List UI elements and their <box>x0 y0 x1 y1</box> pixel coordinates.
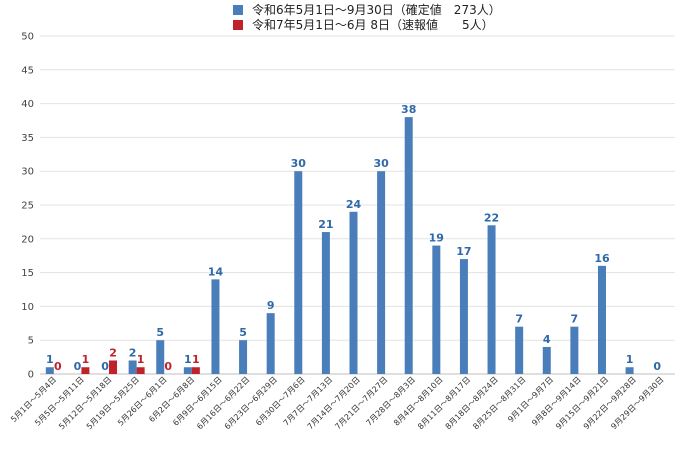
data-label: 1 <box>626 353 634 366</box>
data-label: 21 <box>318 218 333 231</box>
bar <box>570 326 579 374</box>
data-label: 2 <box>129 346 137 359</box>
bar <box>515 326 524 374</box>
legend: 令和6年5月1日～9月30日（確定値 273人） 令和7年5月1日～6月 8日（… <box>233 2 501 32</box>
bar <box>321 232 330 374</box>
x-tick-label: 6月16日～6月22日 <box>195 375 251 431</box>
x-tick-label: 9月15日～9月21日 <box>554 375 610 431</box>
x-tick-label: 9月8日～9月14日 <box>530 375 583 428</box>
y-tick-label: 5 <box>28 336 34 347</box>
x-tick-label: 8月18日～8月24日 <box>444 375 500 431</box>
y-tick-label: 45 <box>21 65 34 76</box>
data-label: 38 <box>401 103 416 116</box>
y-tick-label: 15 <box>21 268 34 279</box>
bar <box>625 367 634 374</box>
x-tick-label: 7月14日～7月20日 <box>306 375 362 431</box>
legend-swatch-2025 <box>233 20 243 30</box>
data-label: 0 <box>74 360 82 373</box>
bar <box>377 171 386 374</box>
y-tick-label: 40 <box>21 99 34 110</box>
data-label: 1 <box>184 353 192 366</box>
x-tick-label: 7月28日～8月3日 <box>364 375 417 428</box>
x-tick-label: 8月25日～8月31日 <box>471 375 527 431</box>
bar <box>294 171 303 374</box>
data-label: 2 <box>109 346 117 359</box>
x-tick-label: 6月9日～6月15日 <box>171 375 224 428</box>
bar <box>45 367 54 374</box>
bar <box>542 346 551 374</box>
data-label: 1 <box>192 353 200 366</box>
data-label: 30 <box>291 157 307 170</box>
data-label: 0 <box>164 360 172 373</box>
y-tick-label: 30 <box>21 167 34 178</box>
bar <box>136 367 145 374</box>
x-tick-label: 5月5日～5月11日 <box>33 375 86 428</box>
legend-label-2025: 令和7年5月1日～6月 8日（速報値 5人） <box>252 17 494 32</box>
bar <box>266 313 275 374</box>
bar <box>211 279 220 374</box>
legend-label-2024: 令和6年5月1日～9月30日（確定値 273人） <box>252 2 501 17</box>
bar <box>459 259 468 374</box>
x-tick-label: 7月21日～7月27日 <box>333 375 389 431</box>
x-tick-label: 5月12日～5月18日 <box>57 375 113 431</box>
data-label: 24 <box>346 198 362 211</box>
data-label: 7 <box>571 313 579 326</box>
bar <box>191 367 200 374</box>
bar <box>597 265 606 374</box>
x-tick-label: 7月7日～7月13日 <box>282 375 335 428</box>
bar <box>81 367 90 374</box>
legend-swatch-2024 <box>233 5 243 15</box>
data-label: 1 <box>137 353 145 366</box>
data-label: 16 <box>594 252 610 265</box>
data-label: 0 <box>54 360 62 373</box>
x-tick-label: 5月26日～6月1日 <box>116 375 169 428</box>
data-label: 5 <box>239 326 247 339</box>
bar <box>128 360 137 374</box>
y-tick-label: 50 <box>21 32 34 43</box>
y-tick-label: 10 <box>21 302 34 313</box>
bars <box>45 117 634 375</box>
bar <box>109 360 118 374</box>
bar <box>156 340 165 374</box>
data-label: 5 <box>156 326 164 339</box>
bar <box>432 245 441 374</box>
y-axis: 0 5 10 15 20 25 30 35 40 45 50 <box>21 32 34 381</box>
data-label: 9 <box>267 299 275 312</box>
data-label: 0 <box>101 360 109 373</box>
data-label: 17 <box>456 245 471 258</box>
x-tick-label: 9月22日～9月28日 <box>582 375 638 431</box>
x-axis: 5月1日～5月4日5月5日～5月11日5月12日～5月18日5月19日～5月25… <box>9 375 665 431</box>
x-tick-label: 6月30日～7月6日 <box>254 375 307 428</box>
data-label: 14 <box>208 265 224 278</box>
x-tick-label: 9月29日～9月30日 <box>609 375 665 431</box>
data-label: 0 <box>653 360 661 373</box>
data-label: 1 <box>46 353 54 366</box>
bar <box>404 117 413 375</box>
y-tick-label: 25 <box>21 201 34 212</box>
y-tick-label: 35 <box>21 133 34 144</box>
data-label: 7 <box>515 313 523 326</box>
bar <box>239 340 248 374</box>
x-tick-label: 8月11日～8月17日 <box>416 375 472 431</box>
bar <box>487 225 496 374</box>
bar <box>349 211 358 374</box>
x-tick-label: 6月23日～6月29日 <box>223 375 279 431</box>
bar <box>183 367 192 374</box>
data-label: 19 <box>429 232 444 245</box>
data-label: 4 <box>543 333 551 346</box>
data-label: 1 <box>82 353 90 366</box>
x-tick-label: 5月19日～5月25日 <box>85 375 141 431</box>
x-tick-label: 5月1日～5月4日 <box>9 375 58 424</box>
data-label: 22 <box>484 211 499 224</box>
y-tick-label: 0 <box>28 370 34 381</box>
x-tick-label: 8月4日～8月10日 <box>392 375 445 428</box>
data-label: 30 <box>373 157 389 170</box>
y-tick-label: 20 <box>21 234 34 245</box>
